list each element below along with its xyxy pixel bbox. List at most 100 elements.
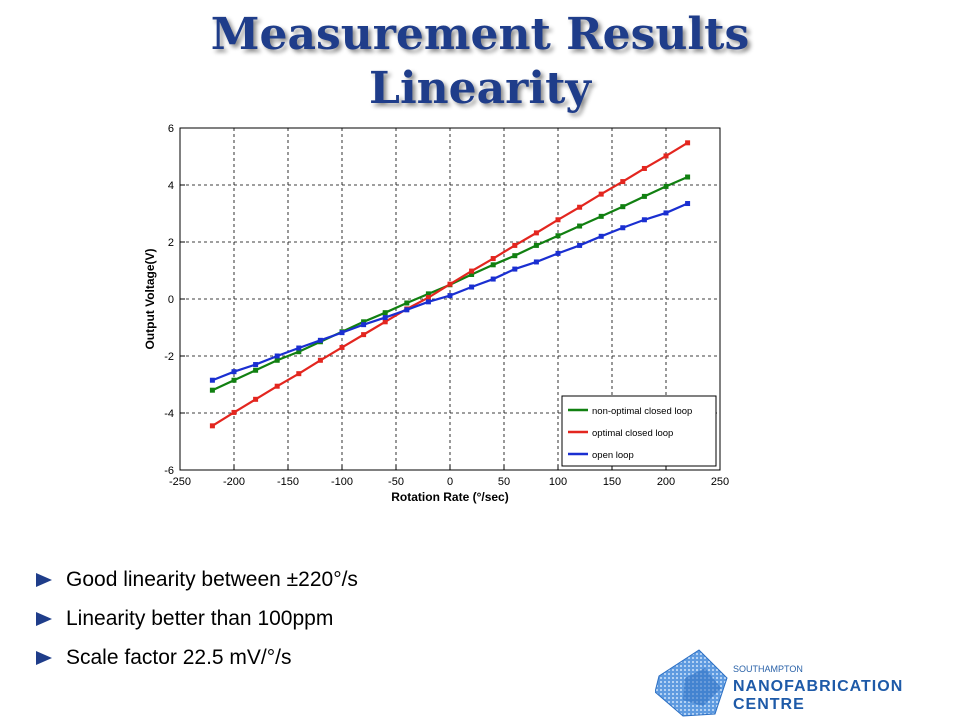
data-point [512,242,518,248]
data-point [296,371,302,377]
data-point [533,242,539,248]
data-point [425,291,431,297]
bullet-text: Good linearity between ±220°/s [66,568,358,591]
x-tick-label: -50 [388,476,404,488]
x-tick-label: 250 [711,476,729,488]
data-point [361,322,367,328]
data-point [296,345,302,351]
series-2 [209,201,691,383]
data-point [274,353,280,359]
bullet-item: Good linearity between ±220°/s [36,562,358,601]
data-point [577,242,583,248]
data-point [663,210,669,216]
data-point [382,310,388,316]
data-point [685,174,691,180]
data-point [598,213,604,219]
data-point [425,295,431,301]
data-point [274,357,280,363]
data-point [382,315,388,321]
data-point [209,377,215,383]
bullet-text: Linearity better than 100ppm [66,607,334,630]
data-point [253,367,259,373]
data-point [469,284,475,290]
data-point [577,223,583,229]
data-point [490,256,496,262]
data-point [469,268,475,274]
legend-label: open loop [592,450,634,461]
data-point [231,369,237,375]
data-point [447,293,453,299]
x-tick-label: -100 [331,476,353,488]
legend-label: optimal closed loop [592,428,673,439]
y-tick-label: -4 [164,408,174,420]
data-point [620,225,626,231]
y-tick-label: 6 [168,123,174,135]
data-point [620,179,626,185]
arrow-bullet-icon [36,573,52,587]
data-point [490,276,496,282]
data-point [404,307,410,313]
data-point [598,191,604,197]
data-point [274,383,280,389]
slide-title: Measurement Results [210,9,750,60]
x-tick-label: 200 [657,476,675,488]
data-point [620,204,626,210]
data-point [361,332,367,338]
bullet-item: Linearity better than 100ppm [36,601,358,640]
data-point [641,193,647,199]
series-1 [209,140,691,429]
data-point [317,337,323,343]
data-point [382,319,388,325]
data-point [663,153,669,159]
data-point [598,233,604,239]
nanofabrication-centre-logo: SOUTHAMPTON NANOFABRICATION CENTRE [654,648,955,718]
data-point [253,396,259,402]
data-point [231,409,237,415]
logo-emblem-icon [654,649,728,717]
data-point [641,217,647,223]
data-point [253,362,259,368]
data-point [685,140,691,146]
data-point [533,230,539,236]
legend-label: non-optimal closed loop [592,406,692,417]
logo-bottom-text: NANOFABRICATION CENTRE [733,678,904,713]
slide-subtitle: Linearity [369,63,591,114]
bullet-item: Scale factor 22.5 mV/°/s [36,640,358,679]
data-point [555,233,561,239]
data-point [512,266,518,272]
bullet-text: Scale factor 22.5 mV/°/s [66,646,292,669]
x-tick-label: -200 [223,476,245,488]
data-point [339,330,345,336]
x-tick-label: 150 [603,476,621,488]
y-tick-label: 0 [168,294,174,306]
data-point [231,377,237,383]
data-point [296,349,302,355]
data-point [490,262,496,268]
x-tick-label: -250 [169,476,191,488]
y-axis-label: Output Voltage(V) [143,248,157,349]
x-axis-label: Rotation Rate (°/sec) [391,490,508,504]
data-point [317,357,323,363]
y-tick-label: -2 [164,351,174,363]
data-point [361,319,367,325]
data-point [447,281,453,287]
data-point [512,253,518,259]
bullet-list: Good linearity between ±220°/s Linearity… [36,562,358,679]
data-point [209,423,215,429]
data-point [404,300,410,306]
arrow-bullet-icon [36,612,52,626]
x-tick-label: 0 [447,476,453,488]
data-point [339,344,345,350]
y-tick-label: 2 [168,237,174,249]
data-point [469,271,475,277]
data-point [533,259,539,265]
data-point [685,201,691,207]
data-point [555,217,561,223]
logo-top-text: SOUTHAMPTON [733,664,803,674]
x-tick-label: 100 [549,476,567,488]
data-point [425,299,431,305]
arrow-bullet-icon [36,651,52,665]
y-tick-label: -6 [164,465,174,477]
data-point [577,204,583,210]
data-point [663,183,669,189]
